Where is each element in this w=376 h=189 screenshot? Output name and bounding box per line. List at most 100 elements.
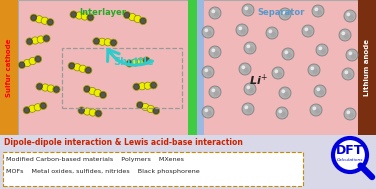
Circle shape [314, 108, 320, 114]
Circle shape [241, 29, 246, 34]
Circle shape [349, 15, 354, 20]
Circle shape [31, 15, 36, 21]
Circle shape [350, 53, 356, 59]
Circle shape [36, 83, 43, 90]
Text: Li$^{+}$: Li$^{+}$ [249, 72, 267, 88]
Bar [358, 0, 376, 135]
Circle shape [241, 65, 245, 69]
Circle shape [19, 62, 25, 68]
Circle shape [214, 91, 219, 96]
Circle shape [341, 31, 345, 35]
Circle shape [276, 107, 288, 119]
Circle shape [276, 71, 282, 77]
Circle shape [211, 48, 215, 52]
Circle shape [78, 107, 85, 114]
Circle shape [284, 50, 288, 54]
Circle shape [133, 84, 139, 90]
Circle shape [140, 18, 146, 24]
Circle shape [308, 64, 320, 76]
Circle shape [349, 112, 354, 118]
Circle shape [270, 32, 276, 37]
Circle shape [44, 36, 49, 41]
Circle shape [81, 13, 88, 20]
Circle shape [93, 38, 100, 45]
Circle shape [152, 107, 160, 115]
Circle shape [346, 49, 358, 61]
Circle shape [79, 65, 86, 72]
Circle shape [312, 106, 316, 110]
Circle shape [344, 70, 348, 74]
Circle shape [205, 68, 208, 72]
Circle shape [284, 91, 289, 97]
Circle shape [247, 108, 252, 113]
Circle shape [136, 101, 144, 109]
Circle shape [318, 90, 324, 95]
Circle shape [281, 10, 285, 14]
Circle shape [29, 105, 36, 112]
Circle shape [278, 109, 282, 113]
Text: MOFs    Metal oxides, sulfides, nitrides    Black phosphorene: MOFs Metal oxides, sulfides, nitrides Bl… [6, 169, 200, 174]
Circle shape [316, 87, 320, 91]
Circle shape [35, 55, 42, 63]
Circle shape [311, 66, 314, 70]
Circle shape [342, 68, 354, 80]
Circle shape [287, 53, 292, 58]
Circle shape [104, 39, 111, 46]
Bar [3, 152, 303, 186]
Circle shape [87, 14, 94, 21]
Circle shape [53, 86, 60, 93]
Circle shape [99, 38, 106, 45]
Circle shape [211, 9, 215, 13]
Circle shape [242, 4, 254, 16]
Circle shape [142, 103, 149, 111]
Circle shape [100, 92, 106, 98]
Circle shape [349, 51, 352, 55]
Bar [197, 0, 204, 135]
Circle shape [347, 73, 352, 78]
Circle shape [96, 111, 101, 116]
Circle shape [282, 48, 294, 60]
Circle shape [144, 82, 152, 89]
Circle shape [74, 64, 81, 71]
Circle shape [244, 6, 248, 10]
Circle shape [249, 46, 254, 52]
Circle shape [47, 19, 53, 25]
Circle shape [89, 88, 96, 95]
Circle shape [205, 108, 208, 112]
Circle shape [246, 85, 250, 89]
Circle shape [95, 110, 102, 117]
Circle shape [43, 35, 50, 42]
Bar [62, 48, 182, 108]
Circle shape [69, 63, 74, 69]
Circle shape [39, 102, 47, 109]
Circle shape [88, 15, 93, 20]
Circle shape [18, 61, 26, 69]
Circle shape [129, 13, 136, 21]
Circle shape [83, 85, 91, 93]
Circle shape [94, 89, 101, 97]
Circle shape [238, 26, 242, 30]
Circle shape [47, 19, 54, 26]
Circle shape [314, 7, 318, 11]
Circle shape [143, 57, 150, 64]
Bar [0, 135, 376, 189]
Circle shape [312, 68, 318, 74]
Circle shape [36, 16, 43, 23]
Circle shape [137, 58, 144, 65]
Circle shape [84, 86, 90, 92]
Circle shape [37, 36, 44, 43]
Circle shape [127, 61, 132, 66]
Circle shape [281, 89, 285, 93]
Text: Dipole-dipole interaction & Lewis acid-base interaction: Dipole-dipole interaction & Lewis acid-b… [4, 138, 243, 147]
FancyArrowPatch shape [108, 50, 152, 65]
Circle shape [272, 67, 284, 79]
Circle shape [83, 108, 91, 115]
Circle shape [94, 38, 99, 44]
Circle shape [316, 44, 328, 56]
Circle shape [79, 108, 85, 113]
Bar [0, 0, 18, 135]
Circle shape [244, 83, 256, 95]
Circle shape [123, 12, 130, 19]
Circle shape [32, 37, 39, 44]
Circle shape [206, 70, 212, 76]
